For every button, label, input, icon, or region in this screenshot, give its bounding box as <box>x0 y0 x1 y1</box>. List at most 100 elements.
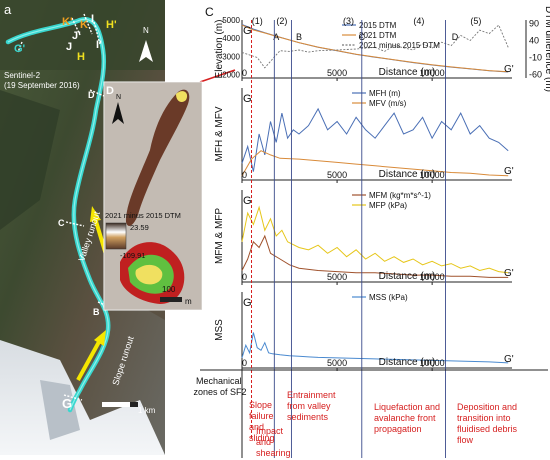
scalebar-white <box>102 402 130 407</box>
zone-label-2-line: and <box>256 437 271 447</box>
zone-label-5-line: Deposition and <box>457 402 517 412</box>
point-label-c: C <box>58 218 65 228</box>
terrain-patch <box>0 90 60 230</box>
chart-1-y2-tick-label: 90 <box>529 18 539 28</box>
chart-3-x-tick-label: 10000 <box>420 272 445 282</box>
inset-connector <box>199 69 236 83</box>
section-letter: A <box>273 32 279 42</box>
chart-2-legend-label: MFV (m/s) <box>369 99 407 108</box>
panel-d: D N 2021 minus 2015 DTM 23.59 -109.91 10… <box>103 69 236 311</box>
cross-section-ticks <box>17 13 117 401</box>
zone-label-1-line: Slope <box>249 400 272 410</box>
chart-1-legend-label: 2015 DTM <box>359 21 397 30</box>
chart-2-x-axis-label: Distance (m) <box>379 169 436 180</box>
chart-4-x-tick-label: 5000 <box>327 358 347 368</box>
north-label: N <box>143 26 149 35</box>
scalebar-a-label: 1 km <box>138 406 156 415</box>
point-label-j-prime: J' <box>72 30 81 42</box>
point-labels: K' K J' J I I' H' H G' G D C B <box>14 13 117 411</box>
chart-2-x-tick-label: 10000 <box>420 170 445 180</box>
chart-1-y2-tick-label: 40 <box>529 35 539 45</box>
chart-2-start-label: G <box>243 93 252 105</box>
zone-number: (3) <box>343 16 354 26</box>
zone-label-5-line: fluidised debris <box>457 424 518 434</box>
inset-scalebar-value: 100 <box>162 285 176 294</box>
chart-1-x-tick-label: 10000 <box>420 68 445 78</box>
zone-number: (5) <box>470 16 481 26</box>
inset-north-label: N <box>116 94 121 101</box>
zone-label-5-line: transition into <box>457 413 511 423</box>
chart-1-series-3-line <box>241 24 509 69</box>
chart-1-start-label: G <box>243 25 252 37</box>
zone-label-2-line: shearing <box>256 448 291 458</box>
zone-number: (2) <box>276 16 287 26</box>
chart-1-legend-label: 2021 minus 2015 DTM <box>359 41 440 50</box>
chart-2-y-axis-label: MFH & MFV <box>214 106 225 161</box>
chart-3-series-1-line <box>241 234 509 278</box>
chart-2-series-2-line <box>241 150 509 177</box>
chart-4-x-tick-label: 0 <box>242 358 247 368</box>
chart-1-y2-tick-label: -60 <box>529 70 542 80</box>
point-label-g-prime: G' <box>14 43 26 55</box>
point-label-j: J <box>66 41 72 53</box>
chart-3-legend-label: MFP (kPa) <box>369 201 407 210</box>
chart-3-y-axis-label: MFM & MFP <box>214 208 225 264</box>
zone-label-1-line: failure <box>249 411 274 421</box>
zone-label-3-line: Entrainment <box>287 390 336 400</box>
chart-1-series-2-line <box>241 24 509 73</box>
chart-1-x-tick-label: 0 <box>242 68 247 78</box>
zone-label-3: Entrainment from valley sediments <box>287 390 336 422</box>
inset-scalebar <box>160 297 182 302</box>
zone-label-1-line: and <box>249 422 264 432</box>
zone-label-3-line: from valley <box>287 401 331 411</box>
zone-label-2-line: Impact <box>256 426 284 436</box>
chart-1-y-tick-label: 3000 <box>222 52 240 61</box>
mech-zones-label-line2: zones of SF2 <box>193 387 246 397</box>
chart-1-end-label: G' <box>504 64 514 75</box>
inset-north-arrow-icon <box>112 102 124 124</box>
chart-4-end-label: G' <box>504 354 514 365</box>
change-zone-yellow <box>135 264 163 285</box>
point-label-h: H <box>77 51 85 63</box>
satellite-name: Sentinel-2 <box>4 71 41 80</box>
chart-3-end-label: G' <box>504 268 514 279</box>
chart-2-series-1-line <box>241 107 509 172</box>
chart-1-y-axis-label: Elevation (m) <box>214 20 225 79</box>
zone-label-4-line: avalanche front <box>374 413 436 423</box>
panel-c-label: C <box>205 5 214 19</box>
mechanical-zones: Mechanical zones of SF2 Slope failure and s… <box>193 369 548 458</box>
section-letter: D <box>452 32 459 42</box>
inset-legend-min: -109.91 <box>120 251 145 260</box>
chart-1-y2-axis-label: DTM difference (m) <box>543 6 550 92</box>
chart-3-legend-label: MFM (kg*m*s^-1) <box>369 191 431 200</box>
flow-path-highlight <box>7 18 109 411</box>
change-area-upper <box>125 89 190 226</box>
glacier-shade <box>40 380 80 440</box>
chart-4-start-label: G <box>243 297 252 309</box>
north-arrow: N <box>139 26 153 62</box>
inset-legend-max: 23.59 <box>130 223 149 232</box>
chart-4-legend-label: MSS (kPa) <box>369 293 408 302</box>
zone-label-4-line: Liquefaction and <box>374 402 440 412</box>
scalebar-black <box>130 402 138 407</box>
satellite-date: (19 September 2016) <box>4 81 80 90</box>
zone-label-4: Liquefaction and avalanche front propagati… <box>374 402 440 434</box>
chart-4-series-1-line <box>241 332 509 364</box>
zone-number: (1) <box>252 16 263 26</box>
chart-4-x-tick-label: 10000 <box>420 358 445 368</box>
chart-1-y2-tick-label: -10 <box>529 53 542 63</box>
mech-zones-label: Mechanical zones of SF2 <box>193 376 246 397</box>
point-label-d: D <box>88 90 95 100</box>
zone-label-5: Deposition and transition into fluidised d… <box>457 402 518 445</box>
snow-area <box>0 340 165 455</box>
chart-3-start-label: G <box>243 195 252 207</box>
panel-a-label: a <box>4 2 12 17</box>
point-label-k-prime: K' <box>62 16 73 28</box>
section-letter: B <box>296 32 302 42</box>
point-label-g: G <box>62 396 72 411</box>
point-label-i: I <box>91 13 94 25</box>
arrow-head-icon <box>94 330 106 346</box>
zone-label-5-line: flow <box>457 435 474 445</box>
